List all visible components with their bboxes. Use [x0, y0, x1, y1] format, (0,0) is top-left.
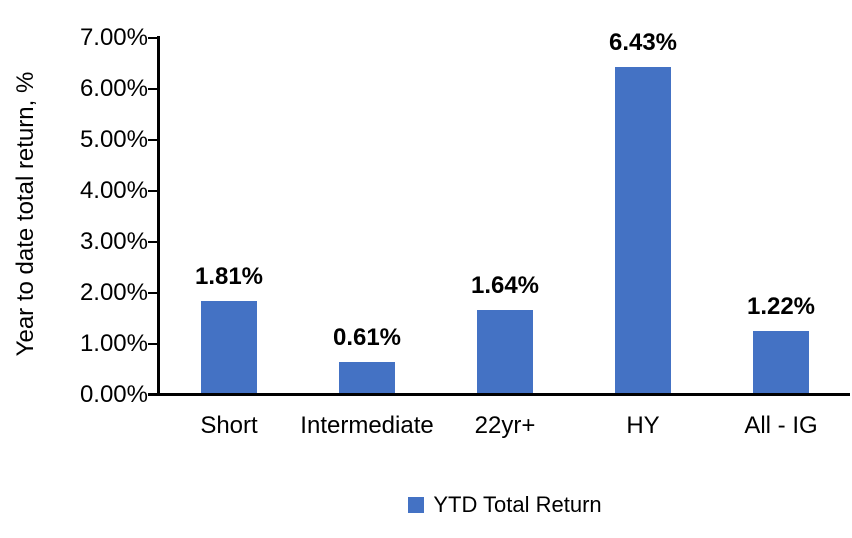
bar-short	[201, 301, 257, 393]
y-tick-label: 3.00%	[79, 228, 148, 255]
legend-label: YTD Total Return	[433, 492, 602, 517]
bar-all-ig	[753, 331, 809, 393]
legend-swatch-icon	[408, 497, 425, 513]
bar-hy	[615, 66, 671, 393]
y-tick-mark	[148, 37, 157, 39]
y-tick-mark	[148, 139, 157, 141]
bar-slot: 1.64%	[436, 38, 574, 393]
y-tick-label: 6.00%	[79, 75, 148, 102]
y-tick-label: 7.00%	[79, 24, 148, 51]
bar-value-label: 1.22%	[746, 293, 816, 321]
y-tick-label: 5.00%	[79, 126, 148, 153]
y-tick-mark	[148, 292, 157, 295]
y-tick-label: 0.00%	[79, 381, 148, 408]
y-tick-label: 4.00%	[79, 177, 148, 204]
bar-slot: 6.43%	[574, 30, 712, 393]
y-axis-tick-marks	[148, 37, 157, 396]
bar-slot: 1.22%	[712, 38, 850, 393]
bar-value-label: 6.43%	[608, 28, 678, 56]
y-tick-mark	[148, 343, 157, 346]
x-category-label: All - IG	[744, 412, 818, 439]
x-axis-category-labels: Short Intermediate 22yr+ HY All - IG	[160, 412, 850, 440]
x-category-label: Short	[200, 412, 258, 439]
y-tick-label: 1.00%	[79, 330, 148, 357]
bar-22yr-	[477, 309, 533, 393]
y-axis-line	[157, 36, 160, 395]
bar-slot: 0.61%	[298, 38, 436, 393]
bar-slot: 1.81%	[160, 38, 298, 393]
y-tick-mark	[148, 88, 157, 90]
x-category-label: HY	[626, 412, 660, 439]
bar-intermediate	[339, 362, 395, 393]
bar-value-label: 1.64%	[470, 271, 540, 299]
x-category-label: 22yr+	[474, 412, 536, 439]
bar-value-label: 0.61%	[332, 324, 402, 352]
legend: YTD Total Return	[160, 492, 850, 518]
x-category-label: Intermediate	[300, 412, 434, 439]
bar-value-label: 1.81%	[194, 263, 264, 291]
y-tick-label: 2.00%	[79, 279, 148, 306]
plot-area: 1.81% 0.61% 1.64% 6.43% 1.22%	[160, 30, 850, 393]
y-axis-tick-labels: 0.00% 1.00% 2.00% 3.00% 4.00% 5.00% 6.00% 7.00%	[0, 26, 148, 407]
y-tick-mark	[148, 190, 157, 193]
x-axis-line	[148, 393, 850, 396]
y-tick-mark	[148, 241, 157, 243]
